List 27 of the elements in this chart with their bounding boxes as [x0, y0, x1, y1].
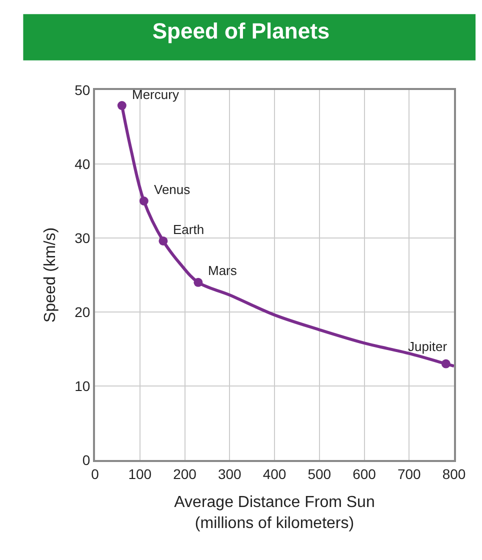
- annotation: Mercury: [132, 87, 180, 102]
- point: [194, 278, 203, 287]
- y-tick-label: 0: [82, 452, 90, 468]
- annotation: Venus: [154, 182, 191, 197]
- point: [441, 359, 450, 368]
- x-tick-label: 700: [397, 466, 422, 482]
- point: [117, 101, 126, 110]
- y-tick-label: 20: [74, 304, 90, 320]
- x-tick-label: 400: [262, 466, 286, 482]
- x-tick-label: 300: [218, 466, 242, 482]
- annotation: Jupiter: [408, 339, 448, 354]
- y-tick-label: 30: [74, 230, 90, 246]
- x-tick-label: 800: [442, 466, 466, 482]
- y-axis-title: Speed (km/s): [42, 227, 60, 323]
- x-axis-title: Average Distance From Sun (millions of kilometers): [174, 494, 375, 532]
- annotation: Mars: [208, 263, 238, 278]
- y-tick-label: 50: [74, 82, 90, 98]
- y-tick-label: 40: [74, 156, 90, 172]
- annotation: Earth: [173, 222, 204, 237]
- point: [139, 196, 148, 206]
- x-tick-label: 500: [308, 466, 332, 482]
- point: [158, 236, 168, 246]
- x-tick-label: 200: [173, 466, 197, 482]
- x-tick-label: 100: [128, 466, 152, 482]
- y-tick-label: 10: [74, 378, 90, 394]
- chart-title: Speed of Planets: [152, 18, 330, 44]
- x-tick-label: 600: [352, 466, 376, 482]
